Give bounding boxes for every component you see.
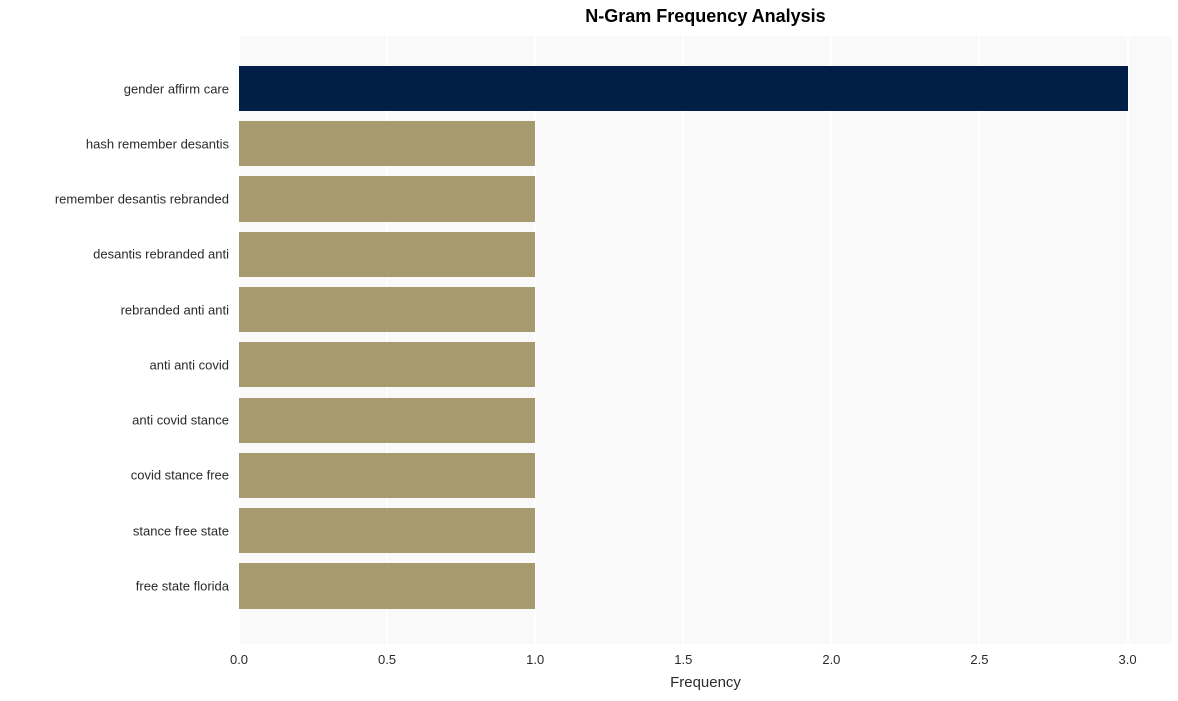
y-tick-label: desantis rebranded anti bbox=[93, 247, 229, 262]
y-tick-label: covid stance free bbox=[131, 468, 229, 483]
bar bbox=[239, 176, 535, 221]
y-tick-label: anti anti covid bbox=[150, 357, 230, 372]
x-tick-label: 1.0 bbox=[526, 652, 544, 667]
x-tick-label: 0.5 bbox=[378, 652, 396, 667]
y-tick-label: rebranded anti anti bbox=[121, 302, 229, 317]
bar bbox=[239, 563, 535, 608]
x-tick-label: 3.0 bbox=[1119, 652, 1137, 667]
bar bbox=[239, 121, 535, 166]
grid-line bbox=[682, 36, 684, 644]
x-tick-label: 1.5 bbox=[674, 652, 692, 667]
y-tick-label: hash remember desantis bbox=[86, 136, 229, 151]
x-axis-label: Frequency bbox=[239, 674, 1172, 691]
x-tick-label: 2.0 bbox=[822, 652, 840, 667]
bar bbox=[239, 453, 535, 498]
grid-line bbox=[978, 36, 980, 644]
ngram-frequency-chart: N-Gram Frequency Analysis Frequency 0.0 0… bbox=[0, 0, 1178, 701]
y-tick-label: anti covid stance bbox=[132, 413, 229, 428]
x-tick-label: 0.0 bbox=[230, 652, 248, 667]
bar bbox=[239, 232, 535, 277]
bar bbox=[239, 508, 535, 553]
y-tick-label: stance free state bbox=[133, 523, 229, 538]
x-tick-label: 2.5 bbox=[970, 652, 988, 667]
y-tick-label: free state florida bbox=[136, 578, 229, 593]
bar bbox=[239, 287, 535, 332]
y-tick-label: remember desantis rebranded bbox=[55, 192, 229, 207]
chart-title: N-Gram Frequency Analysis bbox=[239, 6, 1172, 27]
bar bbox=[239, 342, 535, 387]
bar bbox=[239, 398, 535, 443]
plot-area bbox=[239, 36, 1172, 644]
grid-line bbox=[1127, 36, 1129, 644]
bar bbox=[239, 66, 1128, 111]
y-tick-label: gender affirm care bbox=[124, 81, 229, 96]
grid-line bbox=[830, 36, 832, 644]
